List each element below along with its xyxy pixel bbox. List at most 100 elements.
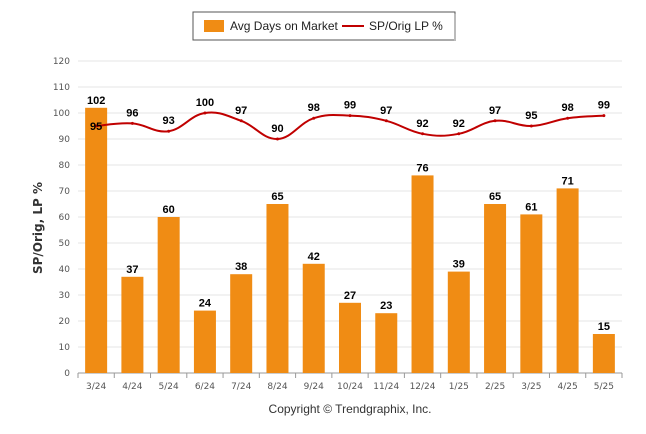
x-tick-label: 4/24 [122, 382, 142, 392]
line-point [602, 114, 606, 118]
bar [339, 302, 361, 373]
legend: Avg Days on Market SP/Orig LP % [192, 11, 456, 41]
x-tick-label: 3/24 [86, 382, 106, 392]
line-data-label: 97 [489, 105, 501, 117]
bar-data-label: 24 [199, 298, 212, 310]
bar [520, 214, 543, 373]
legend-shadow [454, 14, 456, 41]
bar-data-label: 27 [344, 290, 356, 302]
bar [411, 175, 434, 373]
line-data-label: 90 [271, 123, 283, 135]
bar-data-label: 102 [87, 95, 105, 107]
line-point [457, 132, 461, 136]
x-tick-label: 10/24 [337, 382, 363, 392]
x-tick-label: 8/24 [267, 382, 287, 392]
line-point [203, 111, 207, 115]
bar [157, 217, 180, 373]
bar [592, 334, 615, 373]
bar [230, 274, 253, 373]
copyright-text: Copyright © Trendgraphix, Inc. [269, 402, 432, 416]
y-tick-label: 50 [59, 239, 71, 249]
legend-bar-swatch [204, 20, 224, 32]
y-axis-label: SP/Orig, LP % [31, 182, 45, 274]
bar-data-label: 15 [598, 321, 610, 333]
legend-bar-label: Avg Days on Market [230, 19, 338, 33]
bar [85, 107, 108, 374]
line-point [275, 137, 279, 141]
bar-data-label: 65 [271, 191, 283, 203]
y-tick-label: 80 [59, 161, 71, 171]
x-tick-label: 6/24 [195, 382, 215, 392]
line-series [94, 111, 606, 141]
y-tick-label: 120 [53, 57, 70, 67]
line-point [348, 114, 352, 118]
line-data-label: 96 [126, 107, 138, 119]
line-point [312, 116, 316, 120]
legend-line-label: SP/Orig LP % [369, 19, 443, 33]
line-data-label: 93 [163, 115, 175, 127]
line-data-labels: 95 96 93 100 97 90 98 99 97 92 92 97 95 98 99 [90, 97, 610, 135]
bar [266, 204, 289, 373]
line-data-label: 97 [235, 105, 247, 117]
x-tick-label: 1/25 [449, 382, 469, 392]
line-point [566, 116, 570, 120]
x-tick-label: 7/24 [231, 382, 251, 392]
y-tick-label: 10 [59, 343, 71, 353]
bar [375, 313, 398, 373]
bar-data-label: 37 [126, 264, 138, 276]
line-point [384, 119, 388, 123]
bar [447, 271, 470, 373]
y-tick-label: 110 [53, 83, 70, 93]
bar-data-label: 71 [561, 175, 573, 187]
y-tick-label: 30 [59, 291, 71, 301]
bar [302, 263, 325, 373]
line-data-label: 92 [453, 118, 465, 130]
x-tick-label: 3/25 [521, 382, 541, 392]
line-data-label: 98 [561, 102, 573, 114]
line-data-label: 92 [416, 118, 428, 130]
bar-data-label: 65 [489, 191, 501, 203]
y-tick-label: 20 [59, 317, 71, 327]
bar-data-label: 39 [453, 259, 465, 271]
line-data-label: 98 [308, 102, 320, 114]
bar [484, 204, 507, 373]
y-tick-label: 60 [59, 213, 71, 223]
y-tick-label: 0 [64, 369, 70, 379]
x-tick-label: 11/24 [373, 382, 399, 392]
x-tick-label: 12/24 [410, 382, 436, 392]
bar-data-label: 60 [163, 204, 175, 216]
x-tick-label: 9/24 [304, 382, 324, 392]
line-point [130, 121, 134, 125]
line-point [94, 124, 98, 128]
x-axis-ticks: 3/24 4/24 5/24 6/24 7/24 8/24 9/24 10/24 11/24 12… [77, 373, 623, 392]
bar [121, 276, 144, 373]
y-tick-label: 40 [59, 265, 71, 275]
y-tick-label: 70 [59, 187, 71, 197]
bar-data-label: 38 [235, 261, 247, 273]
bar-data-label: 61 [525, 201, 537, 213]
line-point [421, 132, 425, 136]
x-tick-label: 4/25 [557, 382, 577, 392]
bar-data-label: 76 [416, 162, 428, 174]
line-data-label: 97 [380, 105, 392, 117]
line-data-label: 95 [90, 121, 102, 133]
line-data-label: 95 [525, 110, 537, 122]
y-tick-label: 100 [53, 109, 70, 119]
bar [556, 188, 579, 373]
bar-data-label: 42 [308, 251, 320, 263]
x-tick-label: 5/24 [159, 382, 179, 392]
line-data-label: 100 [196, 97, 214, 109]
line-data-label: 99 [344, 100, 356, 112]
line-data-label: 99 [598, 100, 610, 112]
bar [193, 310, 216, 373]
bar-data-label: 23 [380, 300, 392, 312]
x-tick-label: 5/25 [594, 382, 614, 392]
y-tick-label: 90 [59, 135, 71, 145]
x-tick-label: 2/25 [485, 382, 505, 392]
bar-data-labels: 102 37 60 24 38 65 42 27 23 76 39 65 61 71 15 [87, 95, 610, 333]
line-point [167, 129, 171, 133]
line-point [239, 119, 243, 123]
bar-series [85, 107, 615, 374]
